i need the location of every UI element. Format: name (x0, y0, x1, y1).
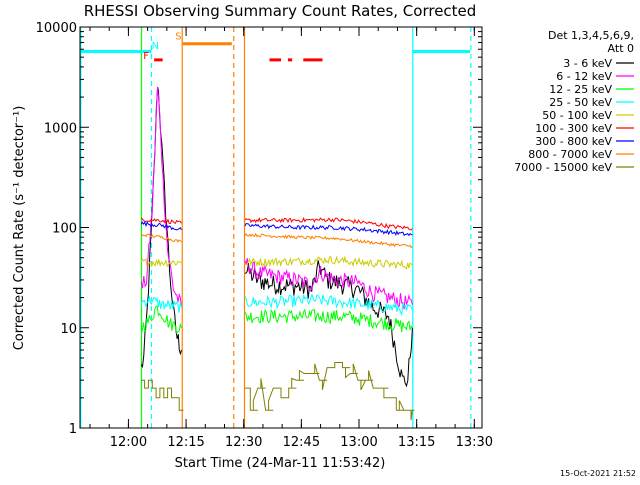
series-12-25-kev-segment-1 (140, 305, 182, 334)
series-12-25-kev-segment-2 (244, 308, 413, 332)
series-25-50-kev-segment-1 (140, 295, 182, 313)
series-800-7000-kev-segment-2 (244, 232, 413, 249)
series-3-6-kev-segment-2 (244, 260, 413, 388)
series-800-7000-kev-segment-1 (140, 233, 182, 243)
series-300-800-kev-segment-1 (140, 220, 182, 231)
series-50-100-kev-segment-1 (140, 258, 182, 268)
x-tick-label-12-30: 12:30 (225, 435, 262, 450)
series-7000-15000-kev-segment-2 (244, 362, 415, 421)
series-100-300-kev-segment-2 (244, 216, 413, 231)
x-tick-label-12-00: 12:00 (110, 435, 147, 450)
legend-label-7000-15000-kev: 7000 - 15000 keV (514, 161, 612, 174)
y-tick-label-100: 100 (52, 222, 77, 237)
flag-label-f: F (143, 51, 149, 62)
y-tick-label-10000: 10000 (36, 21, 77, 36)
x-tick-label-13-00: 13:00 (340, 435, 377, 450)
legend-label-12-25-kev: 12 - 25 keV (549, 83, 612, 96)
x-axis-label: Start Time (24-Mar-11 11:53:42) (175, 456, 386, 471)
x-tick-label-12-45: 12:45 (283, 435, 320, 450)
flag-label-n: N (152, 41, 159, 52)
x-tick-label-12-15: 12:15 (167, 435, 204, 450)
y-tick-label-10: 10 (60, 322, 77, 337)
legend-header-line-2: Att 0 (608, 42, 634, 55)
legend-header-line-1: Det 1,3,4,5,6,9, (548, 29, 634, 42)
series-6-12-kev-segment-1 (140, 86, 182, 308)
series-group (140, 86, 415, 421)
series-50-100-kev-segment-2 (244, 255, 413, 270)
series-300-800-kev-segment-2 (244, 222, 413, 237)
x-tick-label-13-30: 13:30 (456, 435, 493, 450)
legend-label-800-7000-kev: 800 - 7000 keV (528, 148, 612, 161)
legend-label-300-800-kev: 300 - 800 keV (535, 135, 612, 148)
x-tick-label-13-15: 13:15 (398, 435, 435, 450)
series-100-300-kev-segment-1 (140, 217, 182, 225)
legend-label-6-12-kev: 6 - 12 keV (556, 70, 612, 83)
chart-title: RHESSI Observing Summary Count Rates, Co… (84, 2, 477, 20)
series-25-50-kev-segment-2 (244, 293, 413, 317)
legend-label-100-300-kev: 100 - 300 keV (535, 122, 612, 135)
legend-label-3-6-kev: 3 - 6 keV (563, 57, 612, 70)
y-tick-label-1: 1 (69, 422, 77, 437)
generation-timestamp: 15-Oct-2021 21:52 (560, 469, 636, 478)
series-6-12-kev-segment-2 (244, 258, 413, 310)
legend-label-50-100-kev: 50 - 100 keV (542, 109, 612, 122)
y-axis-label: Corrected Count Rate (s⁻¹ detector⁻¹) (12, 106, 27, 351)
flag-label-s: S (175, 32, 181, 43)
legend-label-25-50-kev: 25 - 50 keV (549, 96, 612, 109)
series-7000-15000-kev-segment-1 (141, 379, 184, 411)
y-tick-label-1000: 1000 (44, 121, 77, 136)
